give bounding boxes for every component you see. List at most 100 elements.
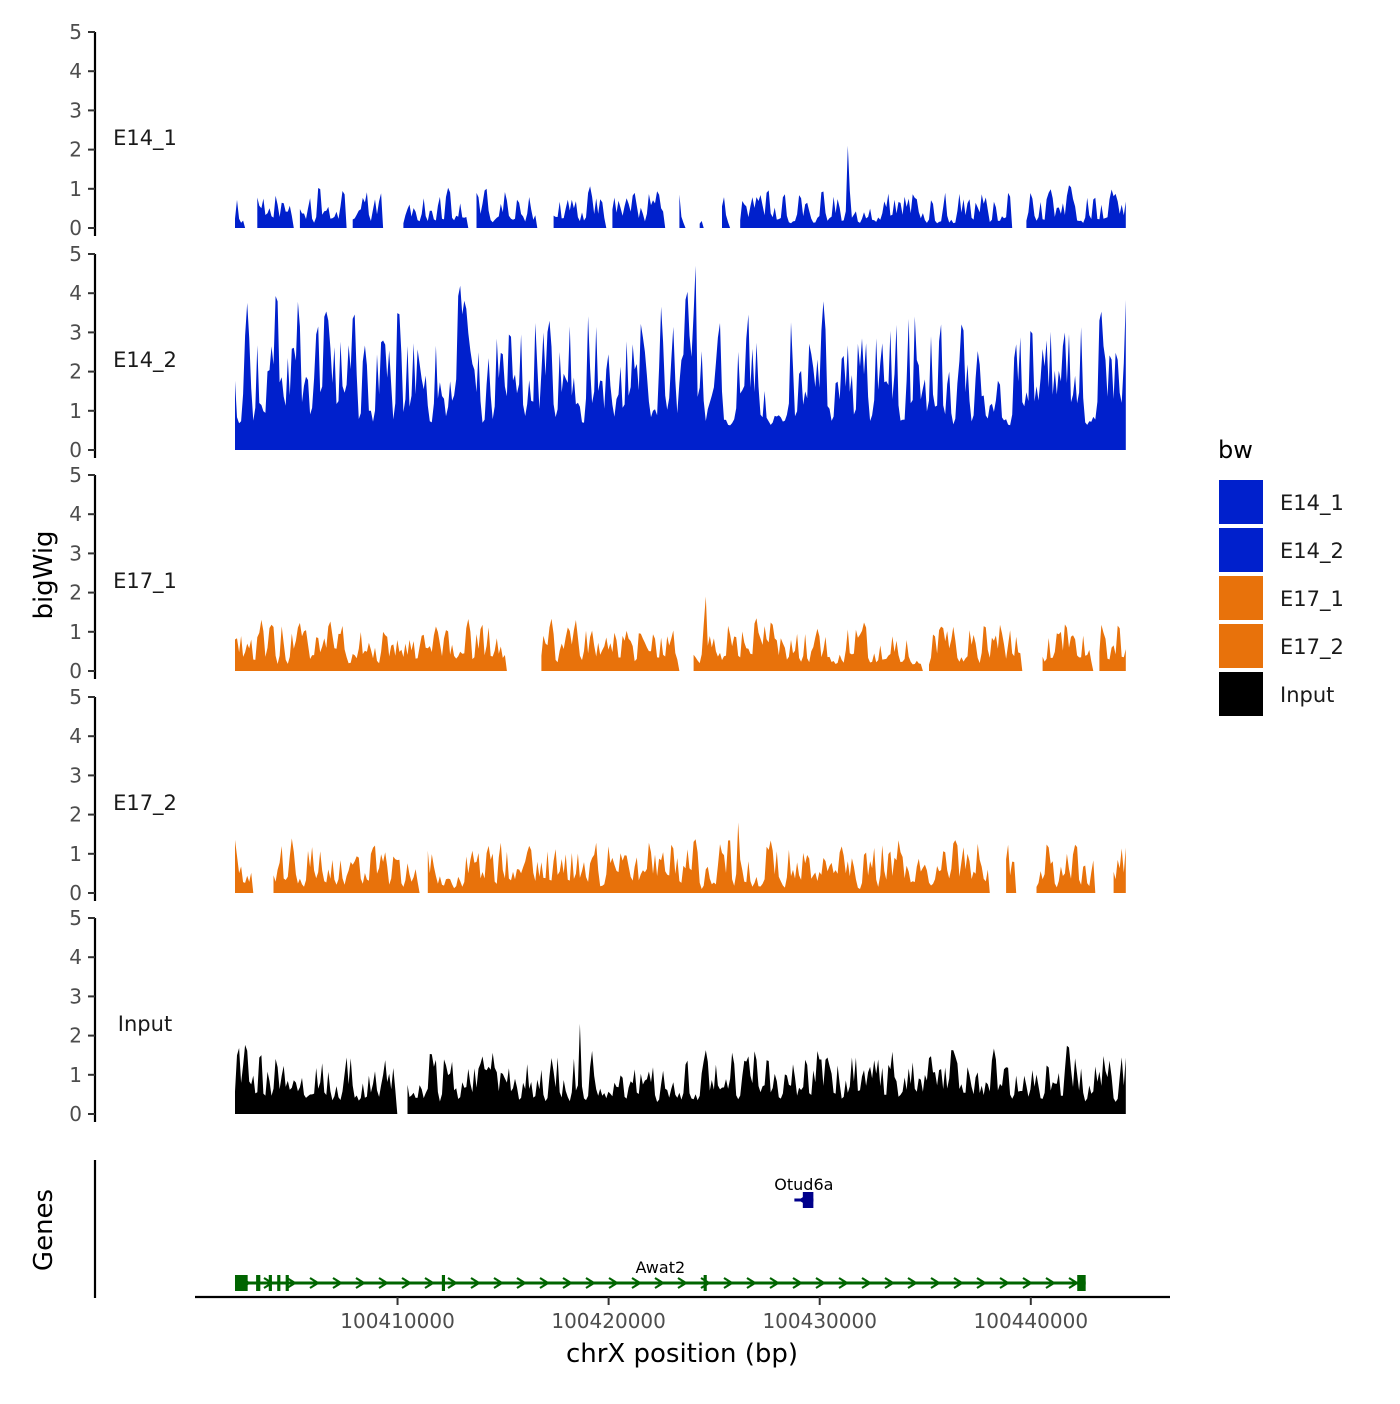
legend-swatch: [1219, 672, 1263, 716]
y-tick-label: 2: [69, 138, 82, 162]
y-tick-label: 1: [69, 620, 82, 644]
strand-arrow-icon: [677, 1277, 689, 1289]
y-tick-label: 4: [69, 281, 82, 305]
y-tick-label: 1: [69, 399, 82, 423]
y-tick-label: 0: [69, 216, 82, 240]
gene-model: Otud6a: [774, 1175, 833, 1208]
y-tick-label: 3: [69, 984, 82, 1008]
strand-arrow-icon: [263, 1277, 275, 1289]
strand-arrow-icon: [470, 1277, 482, 1289]
strand-arrow-icon: [884, 1277, 896, 1289]
strand-arrow-icon: [815, 1277, 827, 1289]
y-tick-label: 1: [69, 842, 82, 866]
strand-arrow-icon: [792, 1277, 804, 1289]
strand-arrow-icon: [930, 1277, 942, 1289]
y-tick-label: 0: [69, 1102, 82, 1126]
y-tick-label: 5: [69, 20, 82, 44]
strand-arrow-icon: [493, 1277, 505, 1289]
strand-arrow-icon: [861, 1277, 873, 1289]
strand-arrow-icon: [401, 1277, 413, 1289]
coverage-tracks: 0 1 2 3 4 5 E14_1 0 1 2 3 4 5 E14_2 0 1 2 3 4 5 E17_1 0 1 2 3 4 5 E…: [69, 20, 1126, 1126]
legend-swatch: [1219, 576, 1263, 620]
strand-arrow-icon: [608, 1277, 620, 1289]
gene-exon: [1077, 1275, 1086, 1291]
strand-arrow-icon: [286, 1277, 298, 1289]
gene-track: Otud6a Awat2: [93, 1160, 1086, 1298]
y-tick-label: 3: [69, 541, 82, 565]
legend-label: Input: [1280, 683, 1334, 707]
gene-label: Awat2: [636, 1258, 686, 1277]
x-axis-title: chrX position (bp): [566, 1339, 798, 1369]
gene-exon: [234, 1275, 248, 1291]
legend-label: E14_1: [1280, 491, 1344, 516]
strand-arrow-icon: [309, 1277, 321, 1289]
track-label: Input: [118, 1012, 172, 1036]
strand-arrow-icon: [424, 1277, 436, 1289]
track-label: E17_2: [113, 791, 177, 816]
legend-swatch: [1219, 624, 1263, 668]
track-panel: 0 1 2 3 4 5 Input: [69, 906, 1126, 1126]
y-tick-label: 5: [69, 685, 82, 709]
legend-swatch: [1219, 480, 1263, 524]
y-tick-label: 1: [69, 1063, 82, 1087]
strand-arrow-icon: [907, 1277, 919, 1289]
y-axis-title: bigWig: [29, 530, 59, 619]
strand-arrow-icon: [539, 1277, 551, 1289]
y-tick-label: 5: [69, 463, 82, 487]
y-tick-label: 4: [69, 59, 82, 83]
strand-arrow-icon: [378, 1277, 390, 1289]
strand-arrow-icon: [631, 1277, 643, 1289]
track-panel: 0 1 2 3 4 5 E14_2: [69, 242, 1126, 462]
coverage-area: [235, 145, 1126, 228]
strand-arrow-icon: [769, 1277, 781, 1289]
strand-arrow-icon: [654, 1277, 666, 1289]
strand-arrow-icon: [746, 1277, 758, 1289]
track-label: E14_1: [113, 126, 177, 151]
y-tick-label: 4: [69, 502, 82, 526]
strand-arrow-icon: [516, 1277, 528, 1289]
y-tick-label: 3: [69, 98, 82, 122]
y-tick-label: 5: [69, 242, 82, 266]
y-tick-label: 3: [69, 763, 82, 787]
x-tick-label: 100440000: [974, 1309, 1089, 1333]
legend: bw E14_1 E14_2 E17_1 E17_2 Input: [1218, 436, 1344, 716]
x-tick-label: 100430000: [762, 1309, 877, 1333]
strand-arrow-icon: [355, 1277, 367, 1289]
gene-exon: [256, 1275, 261, 1291]
legend-swatch: [1219, 528, 1263, 572]
y-tick-label: 1: [69, 177, 82, 201]
track-label: E14_2: [113, 348, 177, 373]
track-panel: 0 1 2 3 4 5 E17_1: [69, 463, 1126, 683]
y-tick-label: 0: [69, 438, 82, 462]
gene-exon: [802, 1192, 814, 1208]
strand-arrow-icon: [332, 1277, 344, 1289]
y-tick-label: 2: [69, 360, 82, 384]
strand-arrow-icon: [585, 1277, 597, 1289]
legend-label: E14_2: [1280, 539, 1344, 564]
gene-exon: [441, 1275, 446, 1291]
y-tick-label: 5: [69, 906, 82, 930]
strand-arrow-icon: [562, 1277, 574, 1289]
gene-exon: [277, 1275, 281, 1291]
track-panel: 0 1 2 3 4 5 E14_1: [69, 20, 1126, 240]
gene-exon: [268, 1275, 272, 1291]
coverage-area: [235, 596, 1126, 671]
strand-arrow-icon: [953, 1277, 965, 1289]
gene-exon: [285, 1275, 289, 1291]
legend-title: bw: [1218, 436, 1253, 464]
strand-arrow-icon: [999, 1277, 1011, 1289]
coverage-area: [235, 1023, 1126, 1114]
y-tick-label: 4: [69, 724, 82, 748]
strand-arrow-icon: [723, 1277, 735, 1289]
y-tick-label: 2: [69, 803, 82, 827]
strand-arrow-icon: [1022, 1277, 1034, 1289]
y-tick-label: 0: [69, 881, 82, 905]
x-tick-label: 100410000: [340, 1309, 455, 1333]
genes-axis-title: Genes: [29, 1189, 59, 1271]
gene-exon: [703, 1275, 707, 1291]
legend-label: E17_1: [1280, 587, 1344, 612]
gene-label: Otud6a: [774, 1175, 833, 1194]
legend-label: E17_2: [1280, 635, 1344, 660]
